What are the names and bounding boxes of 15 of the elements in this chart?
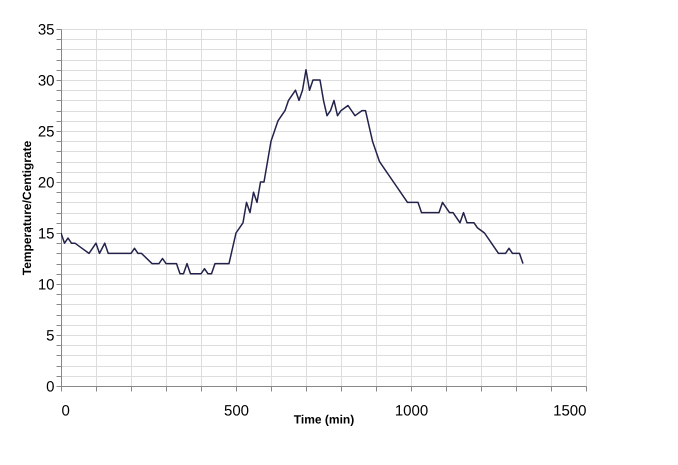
line-series xyxy=(61,69,524,275)
x-axis-title: Time (min) xyxy=(294,412,354,426)
x-tick-label: 500 xyxy=(224,402,250,420)
x-tick-label: 1500 xyxy=(553,402,586,420)
x-tick-label: 0 xyxy=(62,402,70,420)
y-tick-label: 15 xyxy=(38,226,54,242)
y-tick-label: 30 xyxy=(38,72,54,90)
y-tick-label: 5 xyxy=(46,328,54,344)
y-tick-label: 35 xyxy=(38,22,54,38)
y-axis-title: Temperature/Centigrate xyxy=(20,140,34,276)
y-tick-label: 10 xyxy=(38,276,54,294)
y-tick-label: 25 xyxy=(38,124,54,140)
x-tick-label: 1000 xyxy=(394,402,428,420)
y-tick-label: 0 xyxy=(46,378,54,396)
y-tick-label: 20 xyxy=(38,174,54,192)
